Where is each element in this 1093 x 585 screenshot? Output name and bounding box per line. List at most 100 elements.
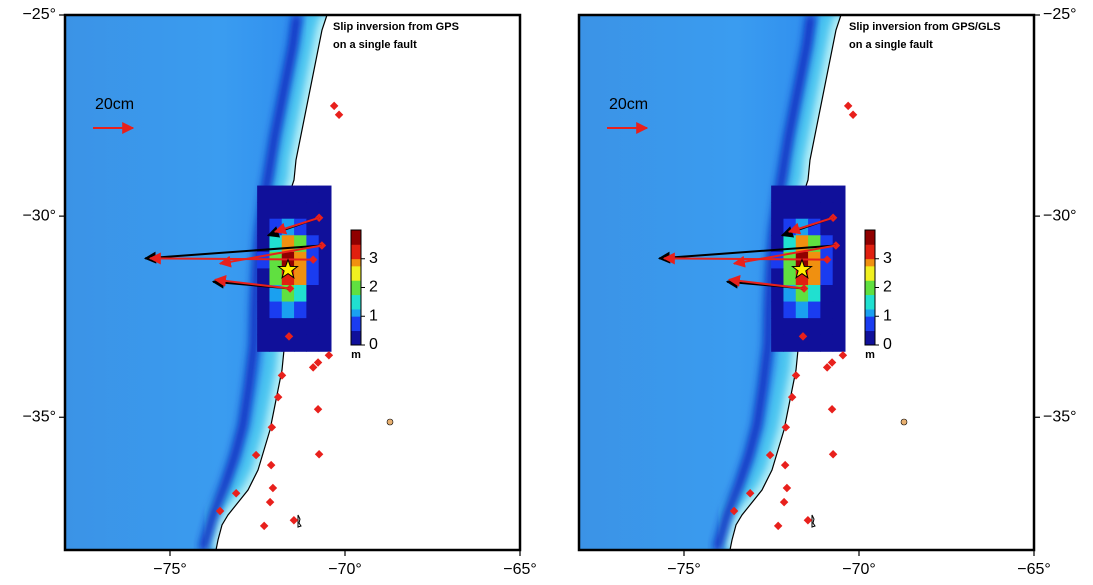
gps-station — [265, 497, 275, 507]
slip-cell — [281, 334, 295, 352]
slip-cell — [771, 318, 784, 336]
slip-cell — [783, 251, 797, 269]
slip-cell — [808, 334, 821, 352]
colorbar-swatch — [351, 294, 361, 303]
map-content — [143, 101, 344, 531]
slip-cell — [318, 334, 332, 352]
gps-station — [838, 351, 848, 360]
slip-cell — [294, 301, 307, 319]
slip-cell — [269, 334, 283, 352]
slip-cell — [783, 334, 797, 352]
lat-tick-label: −30° — [22, 207, 56, 224]
map-content — [657, 101, 858, 531]
slip-cell — [808, 202, 821, 220]
gps-station — [773, 521, 783, 531]
gps-station — [231, 489, 241, 498]
colorbar-swatch — [865, 265, 875, 274]
gps-station — [267, 423, 277, 432]
slip-cell — [269, 202, 283, 220]
slip-cell — [820, 202, 834, 220]
gps-station — [324, 351, 334, 360]
slip-cell — [294, 318, 307, 336]
scale-label: 20cm — [95, 96, 134, 113]
displacement-vector — [273, 216, 320, 235]
slip-cell — [306, 301, 320, 319]
colorbar-tick-label: 0 — [883, 336, 892, 353]
slip-cell — [269, 185, 283, 203]
lon-tick-label: −75° — [667, 561, 701, 578]
panel-title: on a single fault — [333, 39, 417, 51]
slip-cell — [318, 218, 332, 236]
gps-station — [745, 489, 755, 498]
slip-cell — [820, 185, 834, 203]
slip-cell — [257, 268, 270, 286]
slip-cell — [808, 268, 821, 286]
gps-station — [782, 483, 792, 493]
slip-cell — [306, 318, 320, 336]
slip-cell — [808, 185, 821, 203]
colorbar-swatch — [865, 251, 875, 260]
displacement-vector — [662, 252, 828, 265]
colorbar-tick-label: 3 — [883, 250, 892, 267]
slip-cell — [795, 185, 809, 203]
gps-station — [827, 358, 837, 367]
colorbar-swatch — [351, 244, 361, 252]
colorbar-swatch — [351, 330, 361, 339]
colorbar-unit: m — [351, 349, 361, 361]
slip-cell — [318, 318, 332, 336]
gps-station — [289, 515, 299, 525]
colorbar-swatch — [865, 294, 875, 303]
colorbar-tick-label: 3 — [369, 250, 378, 267]
gps-station — [822, 255, 832, 264]
slip-cell — [771, 301, 784, 319]
slip-cell — [820, 301, 834, 319]
colorbar-swatch — [351, 258, 361, 267]
slip-cell — [832, 301, 846, 319]
slip-cell — [257, 202, 270, 220]
gps-station — [308, 363, 318, 372]
slip-cell — [306, 268, 320, 286]
scale-label: 20cm — [609, 96, 648, 113]
gps-station — [798, 332, 808, 341]
colorbar-swatch — [351, 237, 361, 245]
lat-tick-label: −35° — [22, 408, 56, 425]
slip-cell — [306, 218, 320, 236]
lon-tick-label: −70° — [842, 561, 876, 578]
slip-cell — [820, 268, 834, 286]
colorbar-swatch — [865, 230, 875, 238]
slip-cell — [795, 318, 809, 336]
slip-cell — [808, 318, 821, 336]
slip-cell — [783, 284, 797, 303]
gps-station — [787, 392, 797, 402]
panel-title: Slip inversion from GPS — [333, 21, 459, 33]
colorbar-swatch — [865, 287, 875, 296]
displacement-vector — [218, 244, 323, 268]
panel-title: Slip inversion from GPS/GLS — [849, 21, 1001, 33]
slip-cell — [318, 268, 332, 286]
slip-cell — [257, 301, 270, 319]
map-frame — [63, 13, 522, 552]
colorbar-tick-label: 2 — [883, 279, 892, 296]
slip-cell — [783, 301, 797, 319]
epicenter — [276, 258, 299, 279]
slip-cell — [832, 334, 846, 352]
colorbar-swatch — [351, 273, 361, 281]
gps-station — [268, 483, 278, 493]
slip-cell — [257, 284, 270, 303]
colorbar-tick-label: 1 — [369, 307, 378, 324]
lat-tick-label: −25° — [1043, 6, 1077, 23]
slip-cell — [795, 301, 809, 319]
lon-tick-label: −70° — [328, 561, 362, 578]
colorbar-swatch — [865, 330, 875, 339]
slip-cell — [306, 202, 320, 220]
colorbar-swatch — [351, 265, 361, 274]
colorbar-swatch — [865, 301, 875, 310]
displacement-vector — [143, 244, 322, 264]
gps-station — [803, 515, 813, 525]
colorbar-tick-label: 1 — [883, 307, 892, 324]
gps-station — [329, 101, 339, 111]
lat-tick-label: −25° — [22, 6, 56, 23]
slip-cell — [832, 318, 846, 336]
gps-station — [843, 101, 853, 111]
slip-cell — [294, 202, 307, 220]
